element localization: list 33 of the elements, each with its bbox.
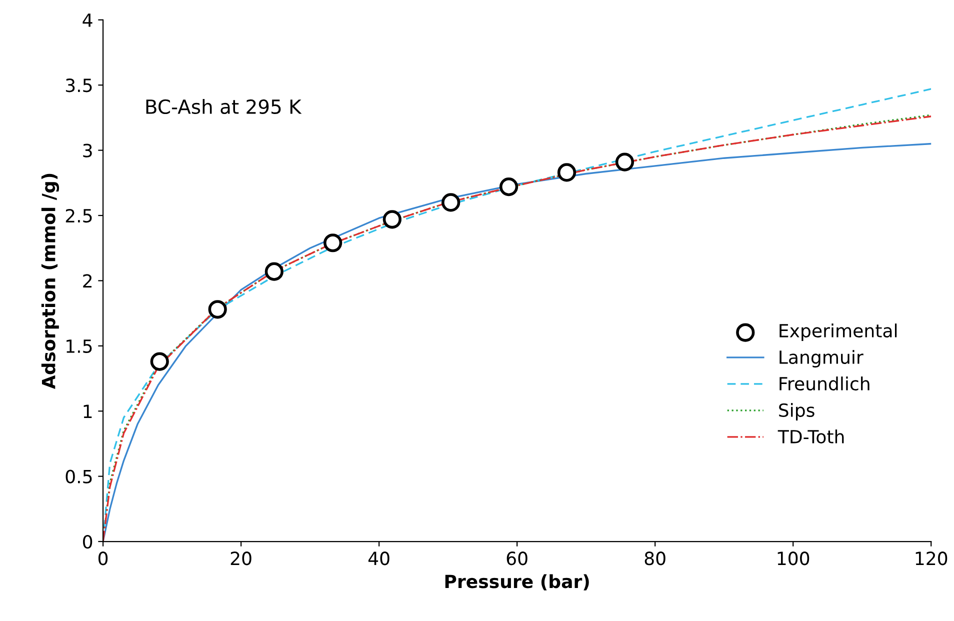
- point: [615, 152, 634, 172]
- point: [264, 262, 284, 281]
- y-tick-label: 3.5: [66, 78, 92, 92]
- x-tick-label: 60: [506, 552, 528, 566]
- legend-label: Langmuir: [780, 350, 864, 368]
- annotation: BC-Ash at 295 K: [146, 98, 302, 114]
- legend-label: Freundlich: [780, 376, 870, 391]
- point: [208, 300, 227, 319]
- y-tick-label: 2.5: [66, 208, 92, 223]
- legend-label: Sips: [779, 403, 814, 421]
- x-tick-label: 40: [368, 552, 390, 566]
- x-axis-title: Pressure (bar): [445, 574, 589, 590]
- x-tick-label: 20: [230, 552, 252, 566]
- y-tick-label: 0: [83, 534, 92, 549]
- point: [382, 210, 402, 229]
- y-tick-label: 4: [82, 14, 92, 27]
- point: [442, 193, 460, 212]
- x-tick-label: 100: [778, 552, 810, 566]
- x-tick-label: 80: [644, 552, 666, 566]
- x-tick-label: 0: [98, 552, 108, 566]
- point: [324, 234, 342, 252]
- y-tick-label: 0.5: [66, 470, 92, 484]
- legend-label: Experimental: [780, 324, 897, 342]
- y-tick-label: 1: [84, 404, 92, 418]
- x-tick-label: 120: [916, 552, 948, 566]
- point: [150, 352, 169, 371]
- point: [499, 177, 518, 196]
- y-tick-label: 2: [83, 274, 92, 288]
- legend-label: TD-Toth: [778, 430, 844, 444]
- y-tick-label: 1.5: [66, 340, 92, 354]
- y-tick-label: 3: [83, 144, 92, 158]
- y-axis-title: Adsorption (mmol /g): [41, 174, 60, 389]
- point: [557, 163, 576, 182]
